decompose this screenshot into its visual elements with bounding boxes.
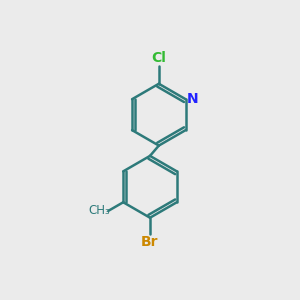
Text: Cl: Cl (152, 51, 166, 65)
Text: CH₃: CH₃ (88, 204, 110, 217)
Text: N: N (186, 92, 198, 106)
Text: Br: Br (141, 235, 159, 249)
